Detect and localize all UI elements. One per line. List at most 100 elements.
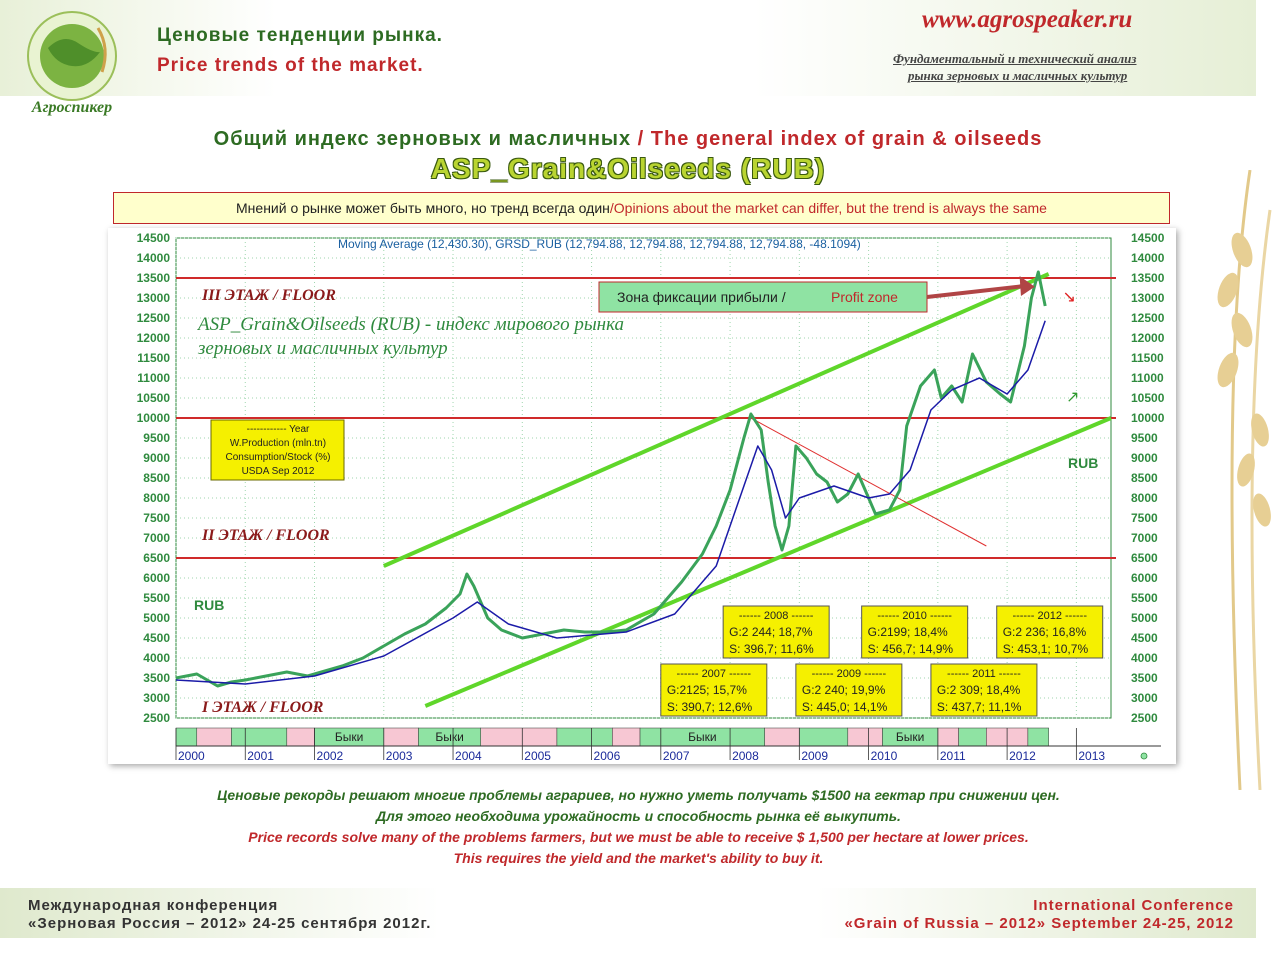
regime-segment — [1027, 727, 1049, 747]
year-label: 2002 — [317, 749, 344, 763]
header-title-en: Price trends of the market. — [157, 55, 424, 76]
y-tick-label-right: 8000 — [1131, 491, 1158, 505]
year-label: 2003 — [386, 749, 413, 763]
y-tick-label-right: 13500 — [1131, 271, 1165, 285]
y-tick-label-left: 11500 — [137, 351, 170, 365]
y-tick-label-right: 7500 — [1131, 511, 1158, 525]
y-tick-label-right: 2500 — [1131, 711, 1158, 725]
bulls-label: Быки — [435, 730, 463, 744]
regime-segment — [175, 727, 198, 747]
banner-en: Opinions about the market can differ, bu… — [613, 200, 1047, 216]
year-box-title: ------ 2011 ------ — [947, 668, 1021, 680]
y-tick-label-left: 5000 — [143, 611, 170, 625]
y-tick-label-left: 7500 — [143, 511, 170, 525]
legend-box-line: W.Production (mln.tn) — [230, 438, 326, 449]
header-subtitle-1: Фундаментальный и технический анализ — [893, 51, 1137, 66]
y-tick-label-left: 7000 — [143, 531, 170, 545]
footer-left-2: «Зерновая Россия – 2012» 24-25 сентября … — [28, 915, 432, 932]
header-subtitle-2: рынка зерновых и масличных культур — [908, 68, 1128, 83]
year-box-s: S: 390,7; 12,6% — [667, 700, 753, 714]
y-tick-label-left: 13500 — [137, 271, 171, 285]
y-tick-label-left: 3000 — [143, 691, 170, 705]
up-arrow-icon: ↗ — [1066, 387, 1079, 406]
footer-right-1: International Conference — [1033, 897, 1234, 914]
caption-ru-2: Для этого необходима урожайность и спосо… — [376, 808, 901, 824]
regime-segment — [764, 727, 800, 747]
year-box — [996, 605, 1104, 659]
bulls-label: Быки — [335, 730, 363, 744]
y-tick-label-right: 9500 — [1131, 431, 1158, 445]
index-annotation: ASP_Grain&Oilseeds (RUB) - индекс мирово… — [196, 314, 624, 335]
profit-zone-ru: Зона фиксации прибыли / — [617, 289, 786, 305]
y-tick-label-right: 13000 — [1131, 291, 1165, 305]
legend-box-line: Consumption/Stock (%) — [225, 452, 330, 463]
y-tick-label-left: 10000 — [137, 411, 171, 425]
footer-right-2: «Grain of Russia – 2012» September 24-25… — [844, 915, 1234, 932]
regime-segment — [556, 727, 613, 747]
trend-line — [750, 417, 987, 547]
floor-1-label: I ЭТАЖ / FLOOR — [201, 699, 324, 716]
y-tick-label-left: 4500 — [143, 631, 170, 645]
profit-zone-box — [598, 281, 928, 313]
year-box — [722, 605, 830, 659]
y-tick-label-left: 6000 — [143, 571, 170, 585]
y-tick-label-right: 9000 — [1131, 451, 1158, 465]
currency-label-right: RUB — [1068, 455, 1098, 471]
floor-2-label: II ЭТАЖ / FLOOR — [201, 527, 330, 544]
index-title-en: The general index of grain & oilseeds — [650, 128, 1043, 150]
caption-ru-1: Ценовые рекорды решают многие проблемы а… — [217, 787, 1060, 803]
year-box — [660, 663, 768, 717]
year-box-title: ------ 2010 ------ — [877, 610, 952, 622]
site-link[interactable]: www.agrospeaker.ru — [922, 6, 1133, 33]
y-tick-label-left: 9500 — [143, 431, 170, 445]
legend-box — [210, 419, 345, 481]
year-label: 2010 — [871, 749, 898, 763]
year-label: 2004 — [455, 749, 482, 763]
caption-en-2: This requires the yield and the market's… — [453, 850, 824, 866]
index-name: ASP_Grain&Oilseeds (RUB) — [430, 153, 826, 184]
index-annotation-sub: зерновых и масличных культур — [197, 338, 448, 359]
y-tick-label-right: 10000 — [1131, 411, 1165, 425]
y-tick-label-right: 6500 — [1131, 551, 1158, 565]
profit-zone-en: Profit zone — [831, 289, 898, 305]
y-tick-label-right: 14000 — [1131, 251, 1165, 265]
year-box-s: S: 437,7; 11,1% — [937, 700, 1022, 714]
year-label: 2008 — [732, 749, 759, 763]
year-label: 2012 — [1009, 749, 1036, 763]
year-label: 2007 — [663, 749, 690, 763]
y-tick-label-left: 4000 — [143, 651, 170, 665]
year-box-s: S: 456,7; 14,9% — [868, 642, 954, 656]
price-series-line — [175, 270, 1047, 688]
status-dot-icon — [1140, 752, 1148, 760]
regime-segment — [612, 727, 641, 747]
floor-3-label: III ЭТАЖ / FLOOR — [201, 287, 336, 304]
header-bar — [0, 0, 1256, 96]
y-tick-label-left: 3500 — [143, 671, 170, 685]
down-arrow-icon: ↘ — [1063, 287, 1076, 306]
index-title: Общий индекс зерновых и масличных / The … — [0, 128, 1256, 151]
y-tick-label-right: 5000 — [1131, 611, 1158, 625]
year-box-title: ------ 2009 ------ — [812, 668, 887, 680]
year-box-g: G:2 240; 19,9% — [802, 683, 886, 697]
y-tick-label-left: 2500 — [143, 711, 170, 725]
bulls-label: Быки — [688, 730, 716, 744]
year-box — [930, 663, 1038, 717]
y-tick-label-left: 14000 — [137, 251, 171, 265]
y-tick-label-right: 3500 — [1131, 671, 1158, 685]
year-box-g: G:2199; 18,4% — [868, 625, 948, 639]
banner-sep: / — [609, 200, 614, 216]
y-tick-label-right: 4000 — [1131, 651, 1158, 665]
year-box-g: G:2 236; 16,8% — [1003, 625, 1087, 639]
bulls-label: Быки — [896, 730, 924, 744]
profit-zone-arrow — [926, 284, 1025, 299]
footer-left-1: Международная конференция — [28, 897, 279, 914]
y-tick-label-left: 9000 — [143, 451, 170, 465]
y-tick-label-right: 11000 — [1131, 371, 1164, 385]
header-title-ru: Ценовые тенденции рынка. — [157, 25, 443, 46]
y-tick-label-right: 4500 — [1131, 631, 1158, 645]
year-label: 2009 — [801, 749, 828, 763]
y-tick-label-left: 10500 — [137, 391, 171, 405]
y-tick-label-left: 5500 — [143, 591, 170, 605]
regime-segment — [937, 727, 959, 747]
year-box-s: S: 453,1; 10,7% — [1003, 642, 1089, 656]
